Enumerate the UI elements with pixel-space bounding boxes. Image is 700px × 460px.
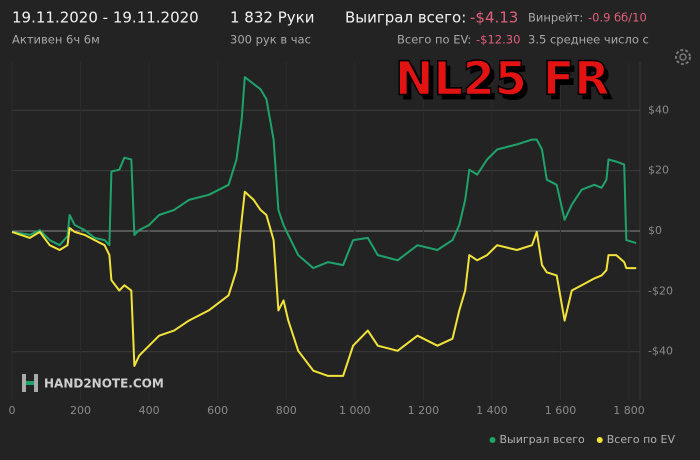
won-label: Выиграл всего:: [345, 9, 466, 27]
legend-label: Выиграл всего: [500, 433, 585, 446]
watermark-text: HAND2NOTE.COM: [44, 377, 164, 391]
x-tick-label: 0: [9, 404, 16, 417]
x-tick-label: 1 200: [408, 404, 440, 417]
x-tick-label: 1 600: [545, 404, 577, 417]
hands: 1 832 Руки: [230, 9, 314, 27]
y-tick-label: $20: [648, 164, 669, 177]
avg-players: 3.5 среднее число с: [528, 33, 649, 47]
series-line: [11, 190, 637, 377]
winrate-value: -0.9 бб/10: [588, 11, 647, 25]
x-tick-label: 600: [207, 404, 228, 417]
x-tick-label: 1 400: [476, 404, 508, 417]
date-range: 19.11.2020 - 19.11.2020: [12, 9, 199, 27]
legend-marker: [596, 437, 603, 443]
x-tick-label: 200: [70, 404, 91, 417]
overlay-shadow: NL25 FR: [399, 57, 614, 111]
x-tick-label: 400: [139, 404, 160, 417]
won-value: -$4.13: [470, 9, 518, 27]
y-tick-label: -$40: [648, 345, 673, 358]
ev-label: Всего по EV:: [397, 33, 471, 47]
legend-label: Всего по EV: [607, 433, 676, 446]
watermark: HAND2NOTE.COM: [22, 374, 164, 392]
plot-area: -$40 -$20 $0 $20 $40 0 200 400 600 800 1 000 1 200 1…: [9, 62, 673, 417]
x-tick-label: 1 000: [339, 404, 371, 417]
winrate-label: Винрейт:: [528, 11, 583, 25]
x-tick-label: 1 800: [613, 404, 645, 417]
active-time: Активен 6ч 6м: [12, 33, 100, 47]
settings-icon[interactable]: [675, 49, 691, 65]
hands-per-hour: 300 рук в час: [230, 33, 311, 47]
y-tick-label: $40: [648, 103, 669, 116]
y-tick-label: -$20: [648, 284, 673, 297]
series-line: [11, 76, 637, 270]
x-tick-label: 800: [276, 404, 297, 417]
overlay-text: NL25 FR: [395, 52, 610, 106]
legend-marker: [489, 437, 496, 443]
y-tick-label: $0: [648, 224, 662, 237]
ev-value: -$12.30: [476, 33, 520, 47]
